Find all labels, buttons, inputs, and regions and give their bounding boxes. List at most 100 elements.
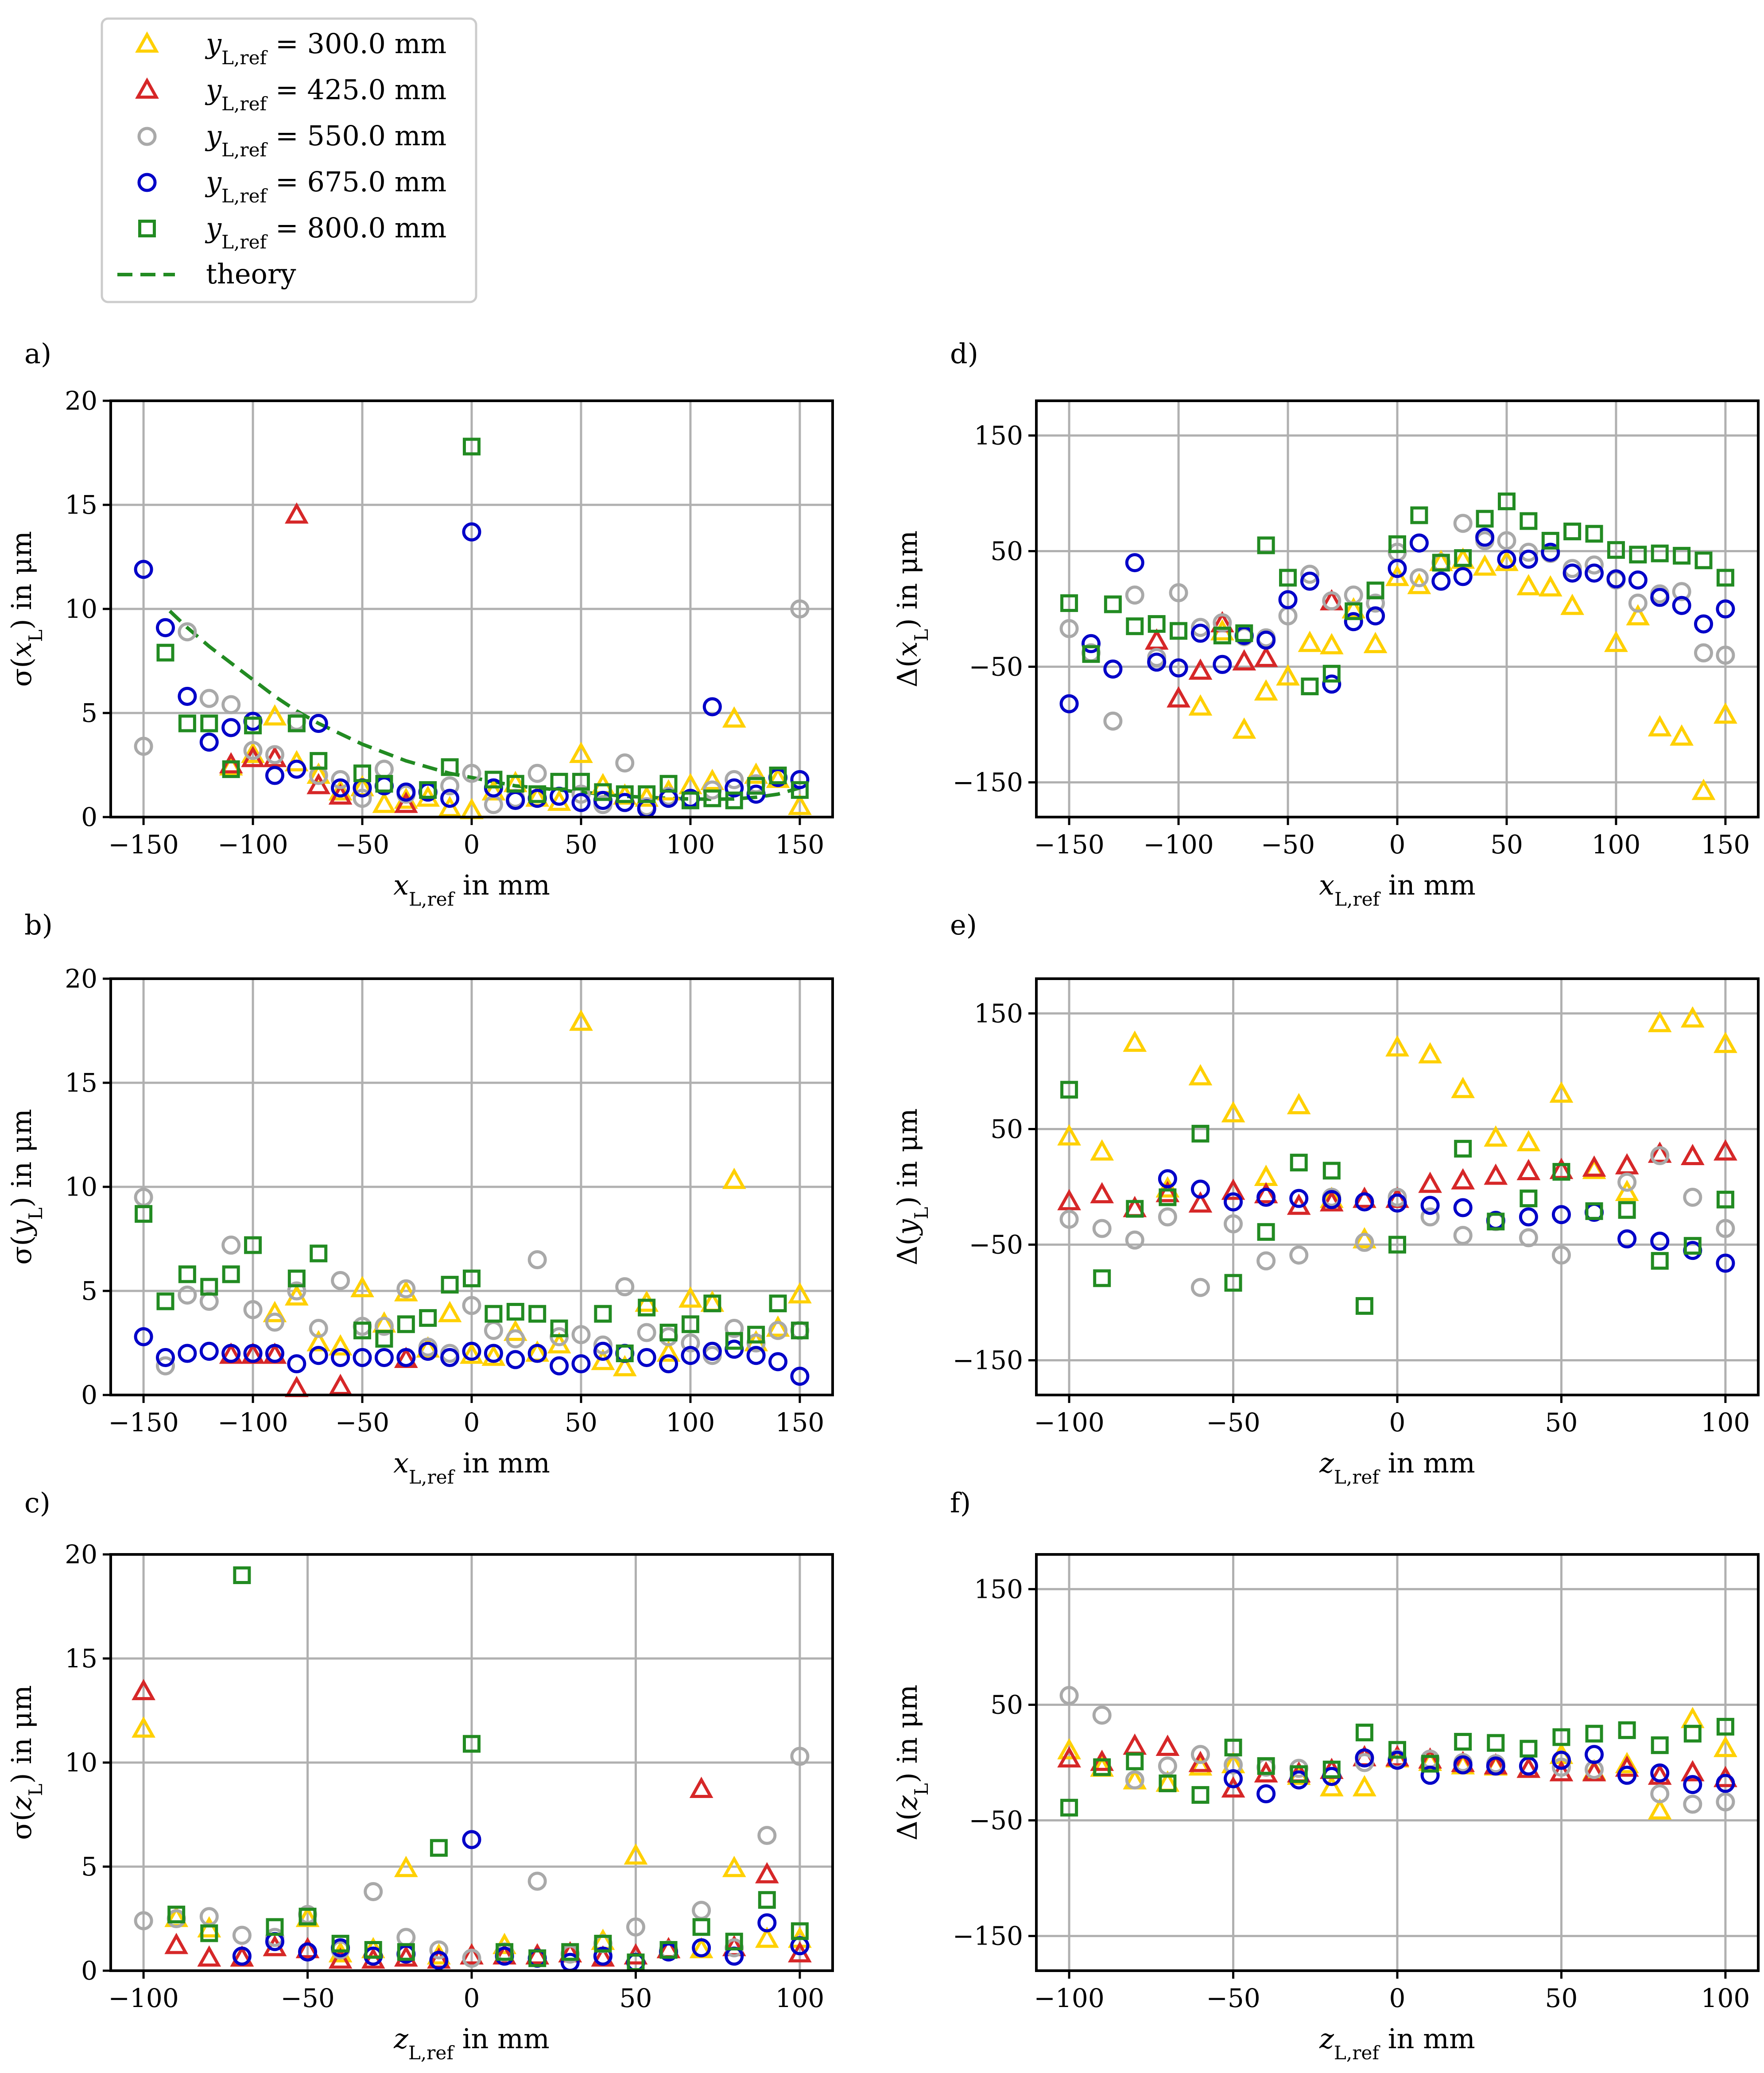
- tick-label-x: −50: [1261, 829, 1315, 860]
- data-point: [1319, 1190, 1344, 1212]
- data-point: [1604, 631, 1628, 652]
- panel-label: d): [950, 337, 978, 370]
- data-point: [1680, 1760, 1705, 1782]
- data-point: [1683, 1237, 1702, 1255]
- data-point: [1190, 1745, 1210, 1764]
- data-point: [594, 1934, 612, 1953]
- tick-label-y: 0: [81, 1380, 97, 1410]
- series-3: [1059, 527, 1735, 713]
- data-point: [155, 1356, 175, 1376]
- x-axis-label: zL,ref in mm: [393, 2023, 550, 2064]
- data-point: [1082, 645, 1100, 663]
- data-point: [295, 1937, 320, 1958]
- tick-label-x: 0: [464, 1407, 480, 1438]
- data-point: [1123, 1031, 1147, 1052]
- data-point: [722, 1167, 746, 1189]
- data-point: [1169, 658, 1188, 678]
- data-point: [440, 776, 460, 796]
- y-axis-label: Δ(zL) in μm: [891, 1685, 932, 1841]
- data-point: [1651, 544, 1669, 562]
- data-point: [1454, 549, 1472, 567]
- data-point: [1716, 1219, 1735, 1238]
- data-point: [591, 1348, 615, 1370]
- data-point: [1169, 583, 1188, 602]
- data-point: [1451, 1168, 1475, 1190]
- tick-label-y: 10: [65, 594, 97, 624]
- tick-label-x: −50: [335, 829, 389, 860]
- panel-label: c): [24, 1487, 50, 1519]
- data-point: [243, 1300, 263, 1319]
- data-point: [462, 1296, 481, 1315]
- data-point: [1256, 630, 1276, 650]
- data-point: [306, 773, 331, 794]
- data-point: [394, 1856, 418, 1877]
- data-point: [635, 1290, 659, 1312]
- data-point: [219, 752, 243, 774]
- data-point: [725, 1933, 743, 1951]
- tick-label-y: 15: [65, 1643, 97, 1674]
- panel-label: e): [950, 909, 977, 941]
- legend-marker: [135, 77, 159, 99]
- legend-entry: theory: [117, 258, 296, 290]
- data-point: [1059, 619, 1079, 638]
- data-point: [1125, 1230, 1144, 1250]
- data-point: [1126, 1200, 1144, 1218]
- data-point: [790, 1367, 810, 1386]
- data-point: [1651, 1736, 1669, 1754]
- data-point: [134, 736, 153, 756]
- data-point: [1582, 1155, 1606, 1177]
- legend-entry: yL,ref = 800.0 mm: [138, 212, 446, 253]
- data-point: [1289, 1245, 1309, 1265]
- data-point: [1432, 554, 1450, 572]
- data-point: [1716, 1792, 1735, 1812]
- data-point: [328, 779, 353, 801]
- data-point: [1388, 1741, 1406, 1759]
- panel-label: b): [24, 909, 53, 941]
- data-point: [463, 1269, 481, 1287]
- data-point: [287, 1281, 306, 1301]
- data-point: [243, 741, 263, 760]
- tick-label-x: 100: [666, 829, 715, 860]
- data-point: [1191, 1124, 1210, 1143]
- data-point: [1322, 591, 1341, 611]
- data-point: [722, 1856, 746, 1877]
- data-point: [1418, 1042, 1442, 1064]
- data-point: [1366, 581, 1384, 600]
- tick-label-y: −150: [953, 1345, 1023, 1376]
- data-point: [1103, 659, 1123, 679]
- data-point: [232, 1926, 252, 1945]
- data-point: [791, 1321, 809, 1340]
- data-point: [1167, 686, 1190, 708]
- data-point: [678, 1286, 702, 1308]
- data-point: [1125, 553, 1144, 573]
- data-point: [1081, 634, 1101, 653]
- data-point: [702, 697, 722, 717]
- series-2: [1059, 1146, 1735, 1297]
- data-point: [757, 1825, 777, 1845]
- tick-label-x: 50: [565, 1407, 597, 1438]
- x-axis-label: xL,ref in mm: [393, 869, 550, 910]
- data-point: [309, 1346, 328, 1365]
- data-point: [200, 1924, 218, 1942]
- data-point: [1213, 655, 1232, 674]
- data-point: [372, 791, 396, 813]
- data-point: [624, 1843, 648, 1865]
- data-point: [1256, 1784, 1276, 1804]
- data-point: [790, 599, 810, 619]
- data-point: [1420, 1207, 1440, 1227]
- data-point: [1344, 612, 1363, 632]
- data-point: [1300, 565, 1319, 584]
- data-point: [702, 1341, 722, 1361]
- tick-label-y: 5: [81, 698, 97, 728]
- data-point: [155, 618, 175, 637]
- panel-label: a): [24, 337, 51, 370]
- series-4: [1060, 1718, 1734, 1817]
- data-point: [768, 1321, 788, 1340]
- tick-label-y: −150: [953, 1921, 1023, 1951]
- tick-label-x: −100: [108, 1983, 178, 2013]
- data-point: [350, 1276, 374, 1298]
- data-point: [438, 1301, 462, 1322]
- data-point: [1191, 1786, 1210, 1804]
- data-point: [1279, 569, 1297, 587]
- data-point: [1551, 1751, 1571, 1770]
